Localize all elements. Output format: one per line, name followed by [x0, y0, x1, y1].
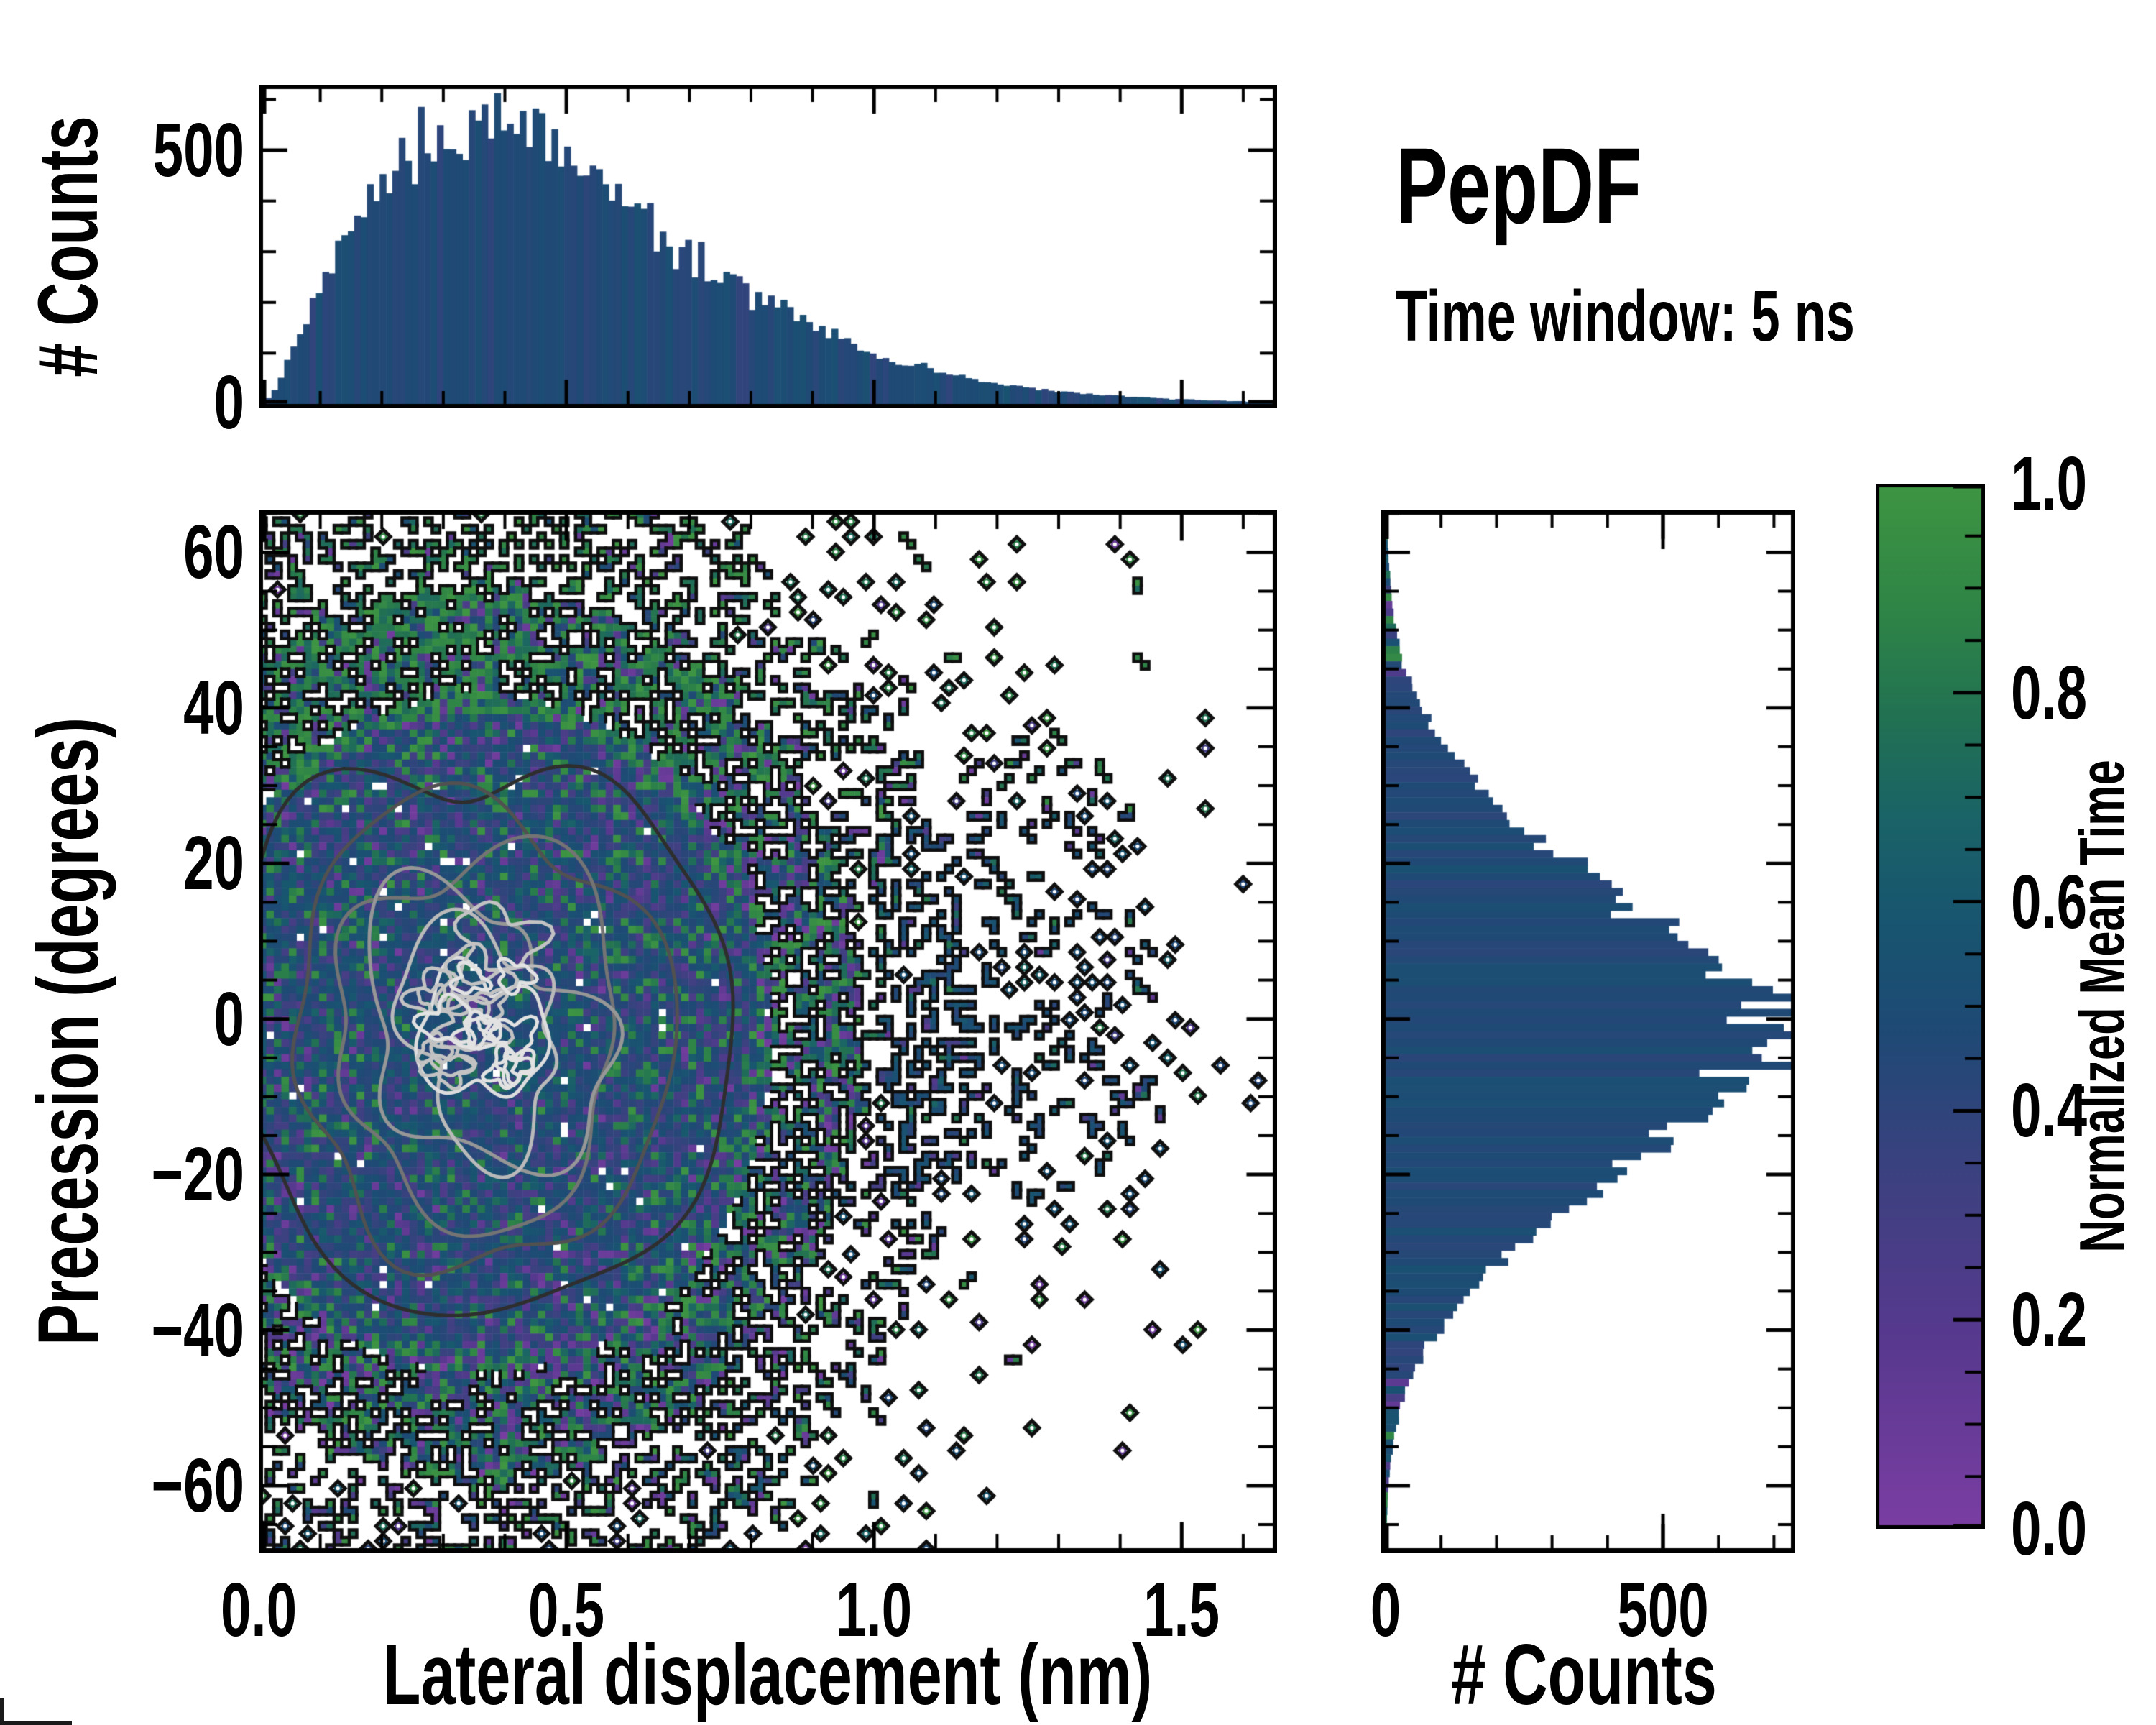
main-ytick-60: 60 [183, 510, 244, 595]
colorbar-tick-0: 0.0 [2011, 1486, 2088, 1571]
main-ytick-0: 0 [213, 976, 244, 1062]
colorbar-canvas [1876, 484, 1985, 1529]
figure-title: PepDF [1396, 125, 1642, 246]
colorbar-tick-0.2: 0.2 [2011, 1277, 2088, 1363]
right-hist-xtick-0: 0 [1370, 1568, 1401, 1652]
main-ytick--60: −60 [151, 1443, 244, 1528]
colorbar-tick-1: 1.0 [2011, 441, 2088, 526]
colorbar-axis-title: Normalized Mean Time [2066, 760, 2137, 1253]
main-xtick-1: 1.0 [836, 1568, 913, 1652]
top-histogram-canvas [259, 85, 1277, 408]
main-y-axis-title: Precession (degrees) [20, 717, 116, 1346]
stray-axis-fragment-vertical [0, 1698, 4, 1725]
main-ytick-40: 40 [183, 665, 244, 750]
main-x-axis-title: Lateral displacement (nm) [382, 1627, 1153, 1723]
right-histogram-canvas [1381, 510, 1795, 1552]
main-ytick-20: 20 [183, 821, 244, 906]
right-hist-xtick-500: 500 [1617, 1568, 1709, 1652]
stray-axis-fragment-horizontal [0, 1721, 72, 1725]
colorbar-tick-0.8: 0.8 [2011, 650, 2088, 735]
top-hist-ytick-0: 0 [213, 360, 244, 445]
main-ytick--40: −40 [151, 1287, 244, 1373]
figure-subtitle: Time window: 5 ns [1396, 276, 1855, 356]
colorbar-tick-0.4: 0.4 [2011, 1068, 2088, 1154]
main-xtick-0.5: 0.5 [528, 1568, 605, 1652]
top-hist-ytick-500: 500 [152, 108, 244, 193]
main-ytick--20: −20 [151, 1132, 244, 1218]
colorbar-tick-0.6: 0.6 [2011, 859, 2088, 944]
heatmap-canvas [259, 510, 1277, 1552]
main-xtick-1.5: 1.5 [1143, 1568, 1220, 1652]
top-hist-y-axis-title: # Counts [21, 116, 116, 377]
right-hist-x-axis-title: # Counts [1451, 1627, 1717, 1723]
main-xtick-0: 0.0 [220, 1568, 298, 1652]
